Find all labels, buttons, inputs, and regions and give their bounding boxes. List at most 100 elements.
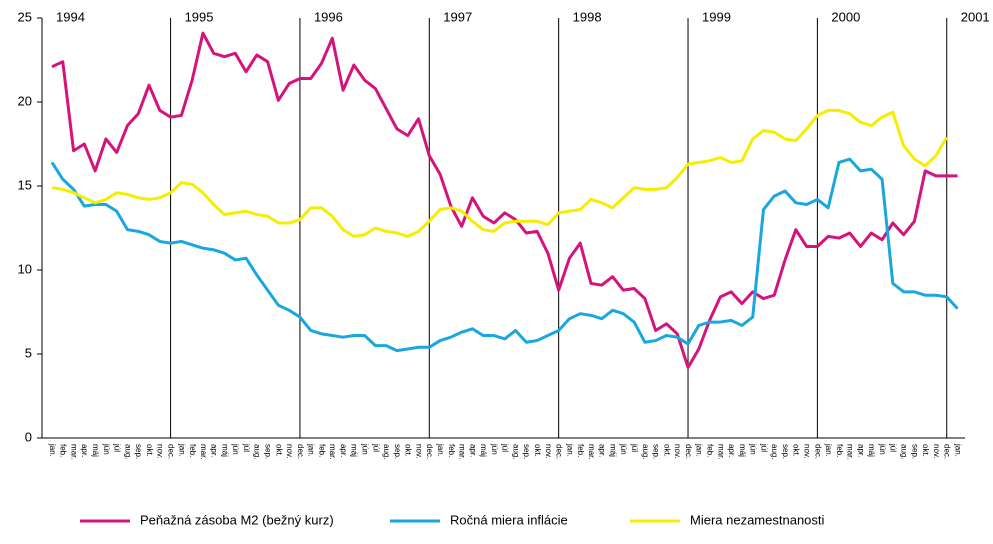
x-tick-label: nov. [285, 444, 294, 459]
x-tick-label: okt. [274, 444, 283, 457]
x-tick-label: aug. [641, 444, 650, 460]
x-tick-label: jún [878, 443, 887, 455]
x-tick-label: jún [102, 443, 111, 455]
x-tick-label: okt. [533, 444, 542, 457]
year-label: 1999 [702, 9, 731, 24]
x-tick-label: júl [889, 443, 898, 452]
x-tick-label: mar. [199, 444, 208, 460]
x-tick-label: mar. [716, 444, 725, 460]
x-tick-label: sep. [263, 444, 272, 459]
x-tick-label: mar. [328, 444, 337, 460]
x-tick-label: máj [220, 444, 229, 457]
x-tick-label: aug. [382, 444, 391, 460]
x-tick-label: jan. [695, 443, 704, 457]
x-tick-label: okt. [662, 444, 671, 457]
x-tick-label: okt. [404, 444, 413, 457]
x-tick-label: apr. [598, 444, 607, 457]
y-tick-label: 20 [18, 93, 32, 108]
x-tick-label: nov. [932, 444, 941, 459]
x-tick-label: jan. [48, 443, 57, 457]
y-tick-label: 10 [18, 261, 32, 276]
x-tick-label: nov. [156, 444, 165, 459]
year-label: 1994 [56, 9, 85, 24]
x-tick-label: dec. [943, 444, 952, 459]
year-label: 1997 [443, 9, 472, 24]
x-tick-label: júl [371, 443, 380, 452]
y-tick-label: 5 [25, 345, 32, 360]
x-tick-label: sep. [910, 444, 919, 459]
x-tick-label: nov. [414, 444, 423, 459]
x-tick-label: máj [91, 444, 100, 457]
x-tick-label: mar. [587, 444, 596, 460]
x-tick-label: júl [630, 443, 639, 452]
x-tick-label: okt. [145, 444, 154, 457]
x-tick-label: máj [350, 444, 359, 457]
legend-label: Peňažná zásoba M2 (bežný kurz) [140, 512, 334, 527]
y-tick-label: 25 [18, 9, 32, 24]
x-tick-label: jan. [177, 443, 186, 457]
series-line [51, 108, 949, 238]
x-tick-label: feb. [835, 444, 844, 457]
y-tick-label: 15 [18, 177, 32, 192]
x-tick-label: jún [490, 443, 499, 455]
x-tick-label: apr. [339, 444, 348, 457]
x-tick-label: júl [501, 443, 510, 452]
x-tick-label: máj [479, 444, 488, 457]
year-label: 2000 [831, 9, 860, 24]
x-tick-label: jún [231, 443, 240, 455]
x-tick-label: aug. [900, 444, 909, 460]
x-tick-label: dec. [296, 444, 305, 459]
x-tick-label: feb. [447, 444, 456, 457]
x-tick-label: jan. [307, 443, 316, 457]
year-label: 1996 [314, 9, 343, 24]
x-tick-label: jan. [953, 443, 962, 457]
x-tick-label: júl [113, 443, 122, 452]
x-tick-label: dec. [813, 444, 822, 459]
x-tick-label: sep. [393, 444, 402, 459]
x-tick-label: aug. [511, 444, 520, 460]
x-tick-label: dec. [555, 444, 564, 459]
x-tick-label: dec. [684, 444, 693, 459]
x-tick-label: feb. [317, 444, 326, 457]
x-tick-label: nov. [673, 444, 682, 459]
x-tick-label: apr. [856, 444, 865, 457]
x-tick-label: máj [608, 444, 617, 457]
x-tick-label: máj [867, 444, 876, 457]
series-line [50, 157, 959, 353]
x-tick-label: sep. [652, 444, 661, 459]
x-tick-label: jún [749, 443, 758, 455]
x-tick-label: feb. [59, 444, 68, 457]
x-tick-label: nov. [544, 444, 553, 459]
x-tick-label: feb. [705, 444, 714, 457]
x-tick-label: dec. [166, 444, 175, 459]
x-tick-label: mar. [458, 444, 467, 460]
x-tick-label: apr. [80, 444, 89, 457]
y-tick-label: 0 [25, 429, 32, 444]
year-label: 1995 [185, 9, 214, 24]
year-label: 1998 [573, 9, 602, 24]
x-tick-label: sep. [781, 444, 790, 459]
x-tick-label: jan. [565, 443, 574, 457]
x-tick-label: okt. [921, 444, 930, 457]
x-tick-label: júl [759, 443, 768, 452]
x-tick-label: sep. [134, 444, 143, 459]
x-tick-label: jún [619, 443, 628, 455]
x-tick-label: apr. [727, 444, 736, 457]
series-line [51, 31, 958, 369]
x-tick-label: jan. [436, 443, 445, 457]
legend-label: Ročná miera inflácie [450, 512, 568, 527]
x-tick-label: jún [361, 443, 370, 455]
legend-label: Miera nezamestnanosti [690, 512, 825, 527]
x-tick-label: mar. [846, 444, 855, 460]
x-tick-label: aug. [123, 444, 132, 460]
x-tick-label: aug. [253, 444, 262, 460]
x-tick-label: feb. [576, 444, 585, 457]
x-tick-label: jan. [824, 443, 833, 457]
x-tick-label: dec. [425, 444, 434, 459]
x-tick-label: nov. [802, 444, 811, 459]
year-label: 2001 [961, 9, 990, 24]
x-tick-label: feb. [188, 444, 197, 457]
x-tick-label: okt. [792, 444, 801, 457]
x-tick-label: aug. [770, 444, 779, 460]
